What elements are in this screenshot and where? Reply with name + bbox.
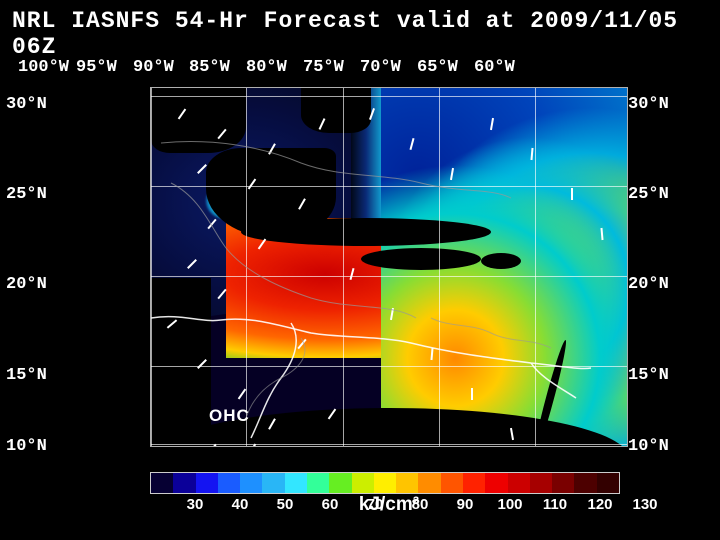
cuba-landmass (241, 218, 491, 246)
top-axis-label-6: 70°W (360, 58, 401, 77)
grid-line-horizontal (151, 444, 628, 445)
grid-line-horizontal (151, 186, 628, 187)
grid-line-vertical (343, 88, 344, 447)
left-axis-label-3: 15°N (6, 366, 47, 385)
top-axis-label-2: 90°W (133, 58, 174, 77)
right-axis-label-4: 10°N (628, 437, 669, 456)
colorbar-container[interactable]: 30 40 50 60 70 80 90 100 110 120 130 kJ/… (150, 472, 628, 514)
grid-line-vertical (246, 88, 247, 447)
grid-line-vertical (535, 88, 536, 447)
cb-tick-50: 50 (277, 496, 294, 513)
ohc-annotation-label: OHC (209, 406, 250, 426)
cb-tick-90: 90 (457, 496, 474, 513)
top-axis-label-1: 95°W (76, 58, 117, 77)
iasnfs-forecast-map: NRL IASNFS 54-Hr Forecast valid at 2009/… (0, 0, 720, 540)
left-axis-label-1: 25°N (6, 185, 47, 204)
right-axis-label-0: 30°N (628, 95, 669, 114)
grid-line-horizontal (151, 96, 628, 97)
right-axis-label-3: 15°N (628, 366, 669, 385)
cb-tick-100: 100 (497, 496, 522, 513)
cb-tick-120: 120 (587, 496, 612, 513)
left-axis-label-4: 10°N (6, 437, 47, 456)
top-axis-label-8: 60°W (474, 58, 515, 77)
colorbar-unit-label: kJ/cm² (359, 494, 419, 516)
colorbar-gradient[interactable] (150, 472, 620, 494)
ocean-heat-content-map[interactable]: OHC (150, 87, 628, 447)
florida-landmass (301, 88, 371, 133)
hispaniola-landmass (361, 248, 481, 270)
grid-line-vertical (439, 88, 440, 447)
wind-barb (238, 389, 247, 400)
grid-line-vertical (151, 88, 152, 447)
cb-tick-110: 110 (543, 496, 567, 513)
cb-tick-40: 40 (232, 496, 249, 513)
top-axis-label-4: 80°W (246, 58, 287, 77)
wind-barb (471, 388, 473, 400)
right-axis-label-2: 20°N (628, 275, 669, 294)
left-axis-label-0: 30°N (6, 95, 47, 114)
wind-barb (571, 188, 573, 200)
grid-line-horizontal (151, 276, 628, 277)
right-axis-label-1: 25°N (628, 185, 669, 204)
top-axis-label-7: 65°W (417, 58, 458, 77)
left-axis-label-2: 20°N (6, 275, 47, 294)
cb-tick-130: 130 (632, 496, 657, 513)
top-axis-label-5: 75°W (303, 58, 344, 77)
mexico-landmass (151, 88, 246, 153)
cb-tick-30: 30 (187, 496, 204, 513)
puerto-rico-landmass (481, 253, 521, 269)
page-title: NRL IASNFS 54-Hr Forecast valid at 2009/… (12, 8, 720, 60)
grid-line-horizontal (151, 366, 628, 367)
top-axis-label-0: 100°W (18, 58, 69, 77)
top-axis-label-3: 85°W (189, 58, 230, 77)
cb-tick-60: 60 (322, 496, 339, 513)
